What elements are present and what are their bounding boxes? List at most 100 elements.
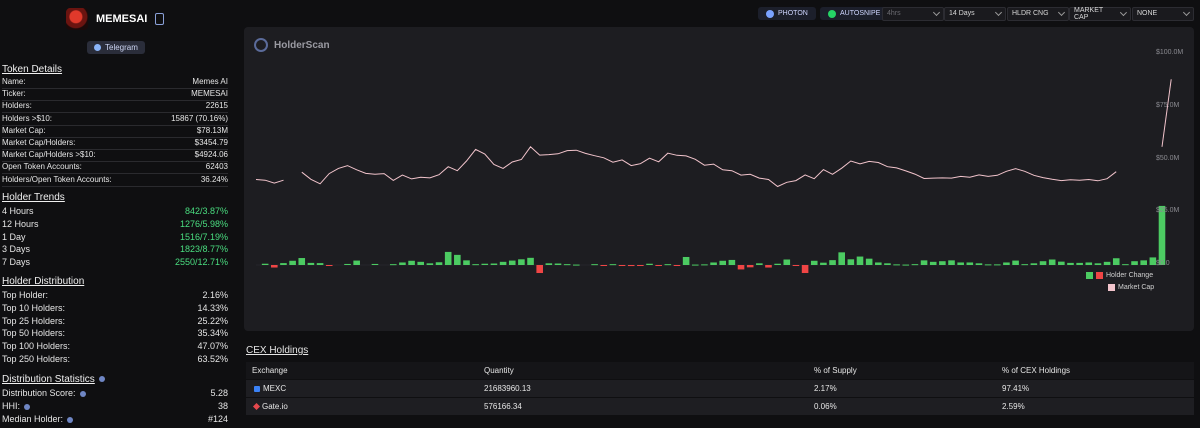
holder-change-bar[interactable]	[975, 263, 983, 265]
holder-change-bar[interactable]	[545, 263, 553, 265]
holder-change-bar[interactable]	[865, 258, 873, 265]
holder-change-bar[interactable]	[902, 264, 910, 266]
holder-change-bar[interactable]	[756, 263, 763, 265]
holder-change-bar[interactable]	[792, 265, 800, 266]
holder-change-bar[interactable]	[499, 261, 507, 265]
holder-chart[interactable]	[244, 27, 1194, 331]
holder-change-bar[interactable]	[820, 262, 827, 265]
range-select[interactable]: 14 Days	[944, 6, 1006, 21]
holder-change-bar[interactable]	[746, 265, 754, 268]
holder-change-bar[interactable]	[957, 262, 964, 265]
holder-change-bar[interactable]	[508, 260, 516, 265]
legend-holder-change[interactable]: Holder Change	[1086, 272, 1153, 279]
telegram-button[interactable]: Telegram	[87, 41, 145, 54]
holder-change-bar[interactable]	[637, 265, 644, 266]
metric1-select[interactable]: HLDR CNG	[1007, 6, 1069, 21]
holder-change-bar[interactable]	[1131, 261, 1138, 265]
holder-change-bar[interactable]	[710, 262, 717, 265]
holder-change-bar[interactable]	[664, 264, 672, 266]
holder-change-bar[interactable]	[728, 259, 736, 265]
holder-change-bar[interactable]	[298, 258, 306, 265]
holder-change-bar[interactable]	[563, 264, 571, 266]
holder-change-bar[interactable]	[984, 264, 992, 266]
holder-change-bar[interactable]	[271, 265, 278, 268]
holder-change-bar[interactable]	[838, 252, 845, 265]
holder-change-bar[interactable]	[344, 263, 351, 265]
holder-change-bar[interactable]	[444, 251, 452, 265]
holder-change-bar[interactable]	[426, 263, 434, 265]
holder-change-bar[interactable]	[627, 265, 635, 267]
holder-change-bar[interactable]	[280, 263, 287, 265]
holder-change-bar[interactable]	[875, 262, 882, 265]
holder-change-bar[interactable]	[518, 259, 525, 265]
holder-change-bar[interactable]	[929, 261, 937, 265]
header-cex-holdings[interactable]: % of CEX Holdings	[1002, 366, 1071, 375]
interval-select[interactable]: 4hrs	[882, 6, 944, 21]
holder-change-bar[interactable]	[810, 260, 818, 265]
holder-change-bar[interactable]	[1048, 259, 1056, 265]
holder-change-bar[interactable]	[1076, 262, 1083, 265]
holder-change-bar[interactable]	[463, 260, 470, 265]
holder-change-bar[interactable]	[691, 264, 699, 266]
holder-change-bar[interactable]	[1039, 261, 1047, 265]
holder-change-bar[interactable]	[893, 264, 900, 266]
holder-change-bar[interactable]	[920, 260, 928, 265]
market-cap-line[interactable]	[255, 179, 284, 184]
holder-change-bar[interactable]	[307, 262, 315, 265]
holder-change-bar[interactable]	[573, 264, 580, 266]
holder-change-bar[interactable]	[371, 263, 379, 265]
holder-change-bar[interactable]	[783, 259, 791, 265]
photon-button[interactable]: PHOTON	[758, 7, 816, 20]
holder-change-bar[interactable]	[939, 261, 946, 265]
holder-change-bar[interactable]	[1158, 205, 1166, 265]
holder-change-bar[interactable]	[1012, 260, 1019, 265]
holder-change-bar[interactable]	[966, 262, 974, 265]
holder-change-bar[interactable]	[490, 263, 498, 265]
market-cap-line[interactable]	[301, 146, 1117, 188]
holder-change-bar[interactable]	[399, 262, 406, 265]
holder-change-bar[interactable]	[948, 260, 955, 265]
holder-change-bar[interactable]	[701, 264, 708, 266]
holder-change-bar[interactable]	[719, 260, 727, 265]
holder-change-bar[interactable]	[1058, 261, 1065, 265]
holder-change-bar[interactable]	[801, 265, 809, 274]
holder-change-bar[interactable]	[554, 263, 562, 265]
holder-change-bar[interactable]	[673, 265, 681, 266]
holder-change-bar[interactable]	[325, 265, 333, 266]
holder-change-bar[interactable]	[454, 254, 461, 265]
holder-change-bar[interactable]	[1094, 263, 1102, 265]
header-supply[interactable]: % of Supply	[814, 366, 857, 375]
holder-change-bar[interactable]	[1021, 264, 1029, 266]
info-icon[interactable]	[67, 416, 74, 423]
holder-change-bar[interactable]	[472, 264, 479, 266]
holder-change-bar[interactable]	[847, 259, 855, 265]
holder-change-bar[interactable]	[1103, 261, 1111, 265]
holder-change-bar[interactable]	[618, 265, 626, 266]
holder-change-bar[interactable]	[1149, 257, 1157, 265]
holder-change-bar[interactable]	[1003, 262, 1010, 265]
info-icon[interactable]	[24, 403, 30, 410]
holder-change-bar[interactable]	[417, 261, 425, 265]
header-exchange[interactable]: Exchange	[252, 366, 288, 375]
holder-change-bar[interactable]	[1085, 262, 1093, 265]
autosnipe-button[interactable]: AUTOSNIPE	[820, 7, 889, 20]
holder-change-bar[interactable]	[289, 260, 296, 265]
holder-change-bar[interactable]	[765, 265, 772, 268]
header-quantity[interactable]: Quantity	[484, 366, 514, 375]
holder-change-bar[interactable]	[481, 263, 489, 265]
holder-change-bar[interactable]	[1140, 260, 1147, 265]
holder-change-bar[interactable]	[591, 264, 598, 266]
copy-icon[interactable]	[155, 13, 165, 25]
holder-change-bar[interactable]	[600, 265, 608, 266]
info-icon[interactable]	[79, 390, 86, 397]
holder-change-bar[interactable]	[408, 260, 415, 265]
table-row[interactable]: Gate.io 576166.34 0.06% 2.59%	[246, 398, 1194, 415]
holder-change-bar[interactable]	[884, 263, 891, 265]
holder-change-bar[interactable]	[527, 257, 534, 265]
holder-change-bar[interactable]	[911, 264, 919, 266]
metric2-select[interactable]: MARKET CAP	[1069, 6, 1131, 21]
holder-change-bar[interactable]	[1112, 258, 1120, 265]
holder-change-bar[interactable]	[682, 256, 690, 265]
holder-change-bar[interactable]	[389, 264, 397, 266]
holder-change-bar[interactable]	[316, 263, 324, 265]
